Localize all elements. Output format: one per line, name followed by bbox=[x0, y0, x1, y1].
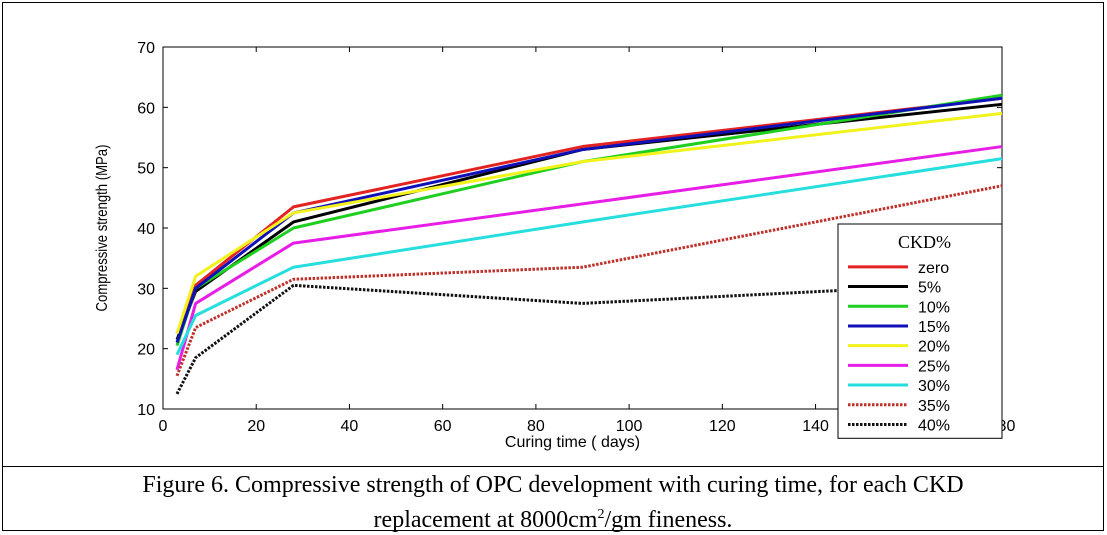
y-axis-label: Compressive strength (MPa) bbox=[94, 145, 111, 312]
x-tick-label: 40 bbox=[341, 418, 359, 435]
caption-line-1: Figure 6. Compressive strength of OPC de… bbox=[142, 472, 964, 498]
chart-series-lines bbox=[175, 93, 1003, 395]
series-line-20pct bbox=[175, 111, 1003, 335]
legend-entry: zero bbox=[918, 260, 949, 277]
legend-title: CKD% bbox=[898, 232, 951, 252]
y-tick-label: 30 bbox=[137, 281, 155, 298]
x-tick-label: 20 bbox=[247, 418, 265, 435]
legend-box bbox=[837, 223, 1003, 439]
caption-line-2-end: /gm fineness. bbox=[604, 507, 733, 533]
y-tick-label: 10 bbox=[137, 402, 155, 419]
series-line-35pct bbox=[175, 184, 1003, 377]
legend-entry: 20% bbox=[918, 339, 950, 356]
y-tick-label: 60 bbox=[137, 100, 155, 117]
series-line-zero bbox=[175, 96, 1003, 335]
caption-divider bbox=[2, 466, 1104, 467]
legend-entry: 10% bbox=[918, 299, 950, 316]
legend-entry: 5% bbox=[918, 280, 941, 297]
series-line-30pct bbox=[175, 157, 1003, 356]
y-tick-label: 20 bbox=[137, 342, 155, 359]
caption-line-2-text: replacement at 8000cm bbox=[373, 507, 598, 533]
x-tick-label: 0 bbox=[159, 418, 168, 435]
legend-entry: 35% bbox=[918, 398, 950, 415]
legend-entry: 30% bbox=[918, 378, 950, 395]
x-tick-label: 140 bbox=[802, 418, 829, 435]
line-chart: 02040608010012014018010203040506070Curin… bbox=[94, 40, 1016, 451]
legend-entry: 40% bbox=[918, 417, 950, 434]
x-tick-label: 80 bbox=[527, 418, 545, 435]
legend-entry: 25% bbox=[918, 358, 950, 375]
x-tick-label: 120 bbox=[709, 418, 736, 435]
x-tick-label: 100 bbox=[616, 418, 643, 435]
caption-superscript: 2 bbox=[597, 507, 605, 522]
chart-axes: 02040608010012014018010203040506070Curin… bbox=[94, 40, 1016, 451]
caption-line-2: replacement at 8000cm2/gm fineness. bbox=[2, 500, 1104, 535]
y-tick-label: 40 bbox=[137, 221, 155, 238]
y-tick-label: 50 bbox=[137, 161, 155, 178]
y-tick-label: 70 bbox=[137, 40, 155, 57]
legend-entry: 15% bbox=[918, 319, 950, 336]
series-line-40pct bbox=[175, 280, 1003, 395]
chart-legend: CKD% zero 5% 10% 15% 20% 25% 30% 35% 40% bbox=[837, 223, 1003, 439]
x-axis-label: Curing time ( days) bbox=[505, 434, 640, 451]
figure-caption: Figure 6. Compressive strength of OPC de… bbox=[2, 470, 1104, 535]
x-tick-label: 60 bbox=[434, 418, 452, 435]
